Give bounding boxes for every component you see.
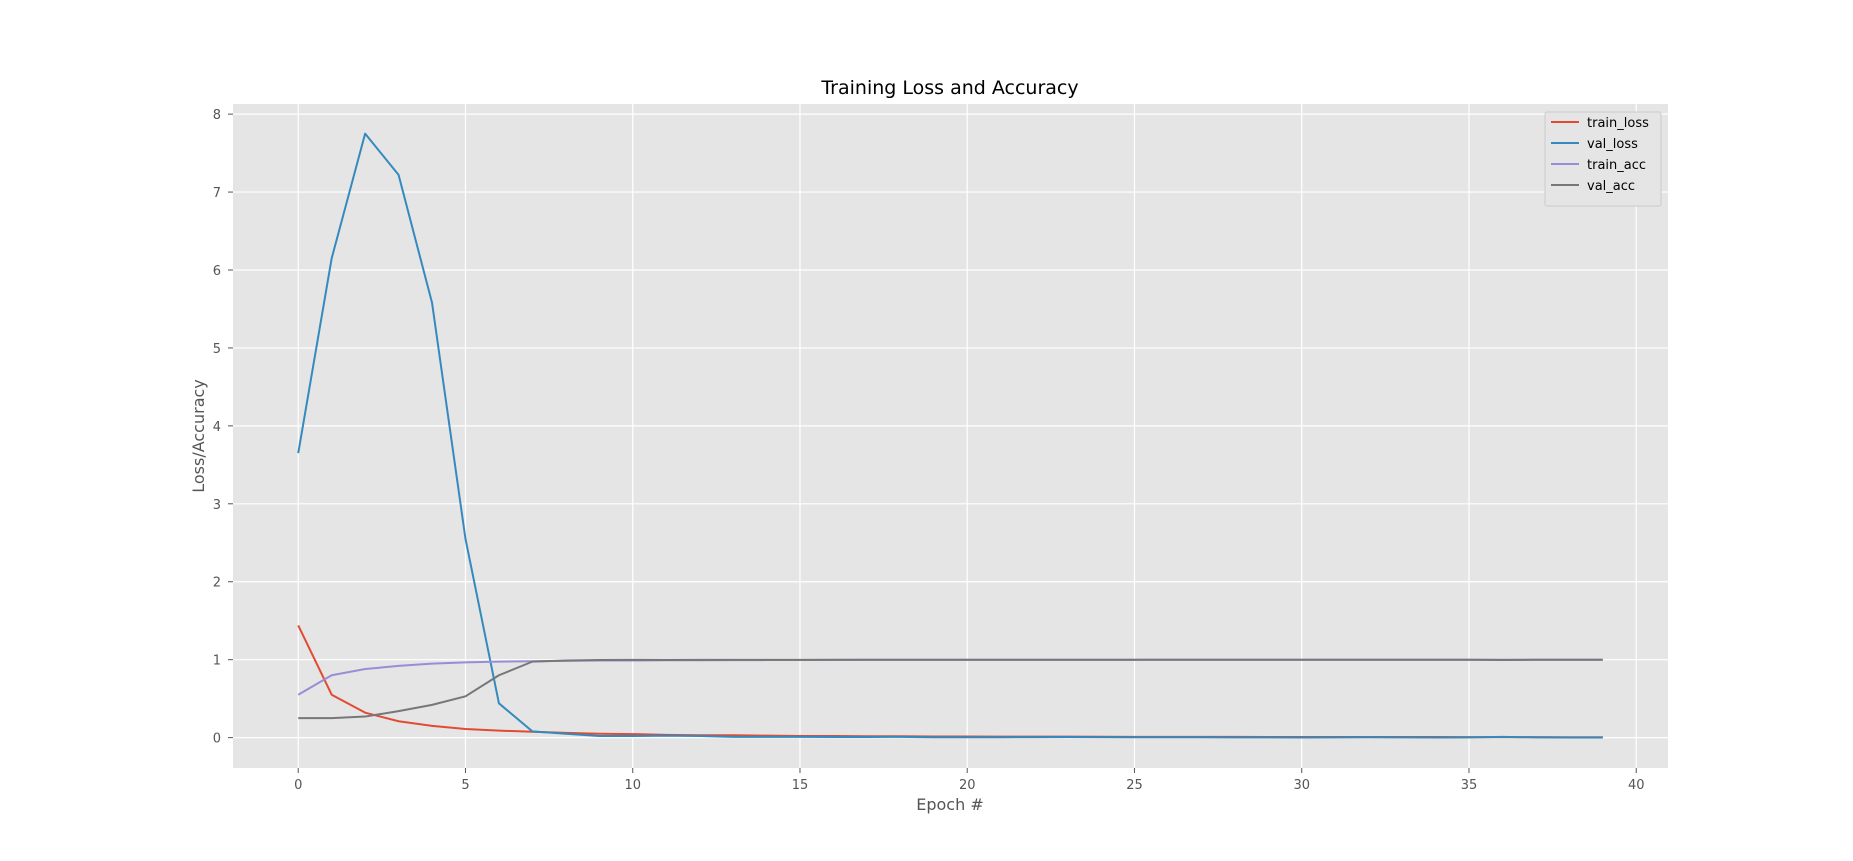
y-tick-label: 1 (213, 654, 221, 669)
chart-title: Training Loss and Accuracy (820, 77, 1078, 99)
axis-ticks: 0 5 10 15 20 25 30 35 40 0 1 2 3 4 5 6 7 8 (213, 108, 1645, 793)
y-tick-label: 3 (213, 498, 221, 513)
grid-lines (233, 104, 1668, 768)
y-tick-label: 0 (213, 732, 221, 747)
x-tick-label: 25 (1126, 778, 1143, 793)
x-tick-label: 10 (624, 778, 641, 793)
x-tick-label: 0 (294, 778, 302, 793)
y-tick-label: 6 (213, 264, 221, 279)
x-axis-label: Epoch # (916, 795, 983, 814)
legend-label: train_loss (1587, 116, 1649, 131)
series-lines (297, 132, 1603, 739)
y-tick-label: 5 (213, 342, 221, 357)
y-tick-label: 2 (213, 576, 221, 591)
plot-area (233, 104, 1668, 768)
y-axis-label: Loss/Accuracy (189, 379, 208, 493)
legend-label: train_acc (1587, 158, 1646, 173)
y-tick-label: 7 (213, 186, 221, 201)
x-tick-label: 30 (1293, 778, 1310, 793)
legend-label: val_loss (1587, 137, 1638, 152)
y-tick-label: 4 (213, 420, 221, 435)
series-line-val-loss (297, 132, 1603, 739)
y-tick-label: 8 (213, 108, 221, 123)
x-tick-label: 5 (461, 778, 469, 793)
legend-box (1544, 111, 1662, 207)
x-tick-label: 15 (792, 778, 809, 793)
x-tick-label: 35 (1461, 778, 1478, 793)
series-line-val-acc (298, 658, 1603, 720)
x-tick-label: 40 (1628, 778, 1645, 793)
legend: train_loss val_loss train_acc val_acc (1544, 111, 1662, 207)
legend-label: val_acc (1587, 179, 1635, 194)
x-tick-label: 20 (959, 778, 976, 793)
